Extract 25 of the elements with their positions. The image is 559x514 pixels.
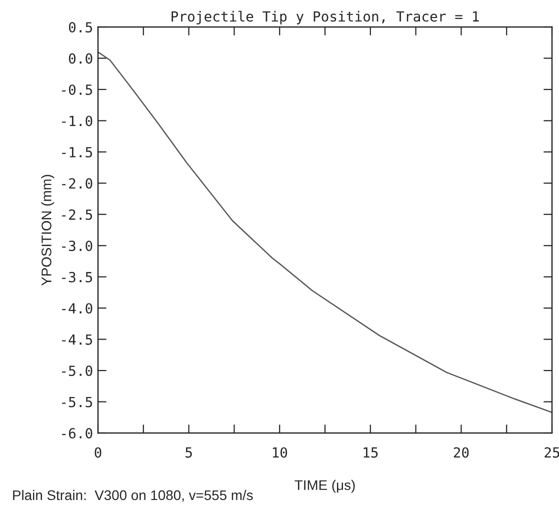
y-tick-label: -2.0 — [62, 178, 92, 189]
y-tick-label: -4.5 — [62, 334, 92, 345]
y-tick-label: -2.5 — [62, 209, 92, 220]
y-tick-label: -3.5 — [62, 272, 92, 282]
text: Plain Strain: V300 on 1080, v=555 m/s — [13, 490, 253, 502]
x-tick-label: 10 — [272, 447, 288, 458]
line-series — [98, 51, 552, 414]
x-tick-label: 25 — [544, 447, 559, 458]
y-tick-label: 0.0 — [68, 53, 92, 64]
x-tick-label: 15 — [364, 447, 378, 458]
x-tick-label: 20 — [454, 447, 469, 458]
y-axis-title: YPOSITION (mm) — [41, 174, 54, 286]
y-tick-label: -0.5 — [62, 84, 92, 95]
y-tick-label: -5.5 — [62, 396, 92, 408]
y-tick-label: -5.0 — [62, 366, 92, 376]
x-axis-title: TIME (μs) — [294, 480, 355, 493]
y-tick-label: 0.5 — [68, 22, 92, 33]
y-tick-label: -6.0 — [62, 428, 92, 439]
y-tick-label: -4.0 — [62, 303, 92, 314]
y-tick-label: -1.5 — [62, 147, 92, 158]
x-tick-label: 5 — [186, 447, 192, 458]
y-tick-label: -1.0 — [62, 116, 92, 126]
chart-title: Projectile Tip y Position, Tracer = 1 — [172, 10, 479, 24]
y-tick-label: -3.0 — [62, 240, 92, 252]
x-tick-label: 0 — [94, 447, 102, 458]
